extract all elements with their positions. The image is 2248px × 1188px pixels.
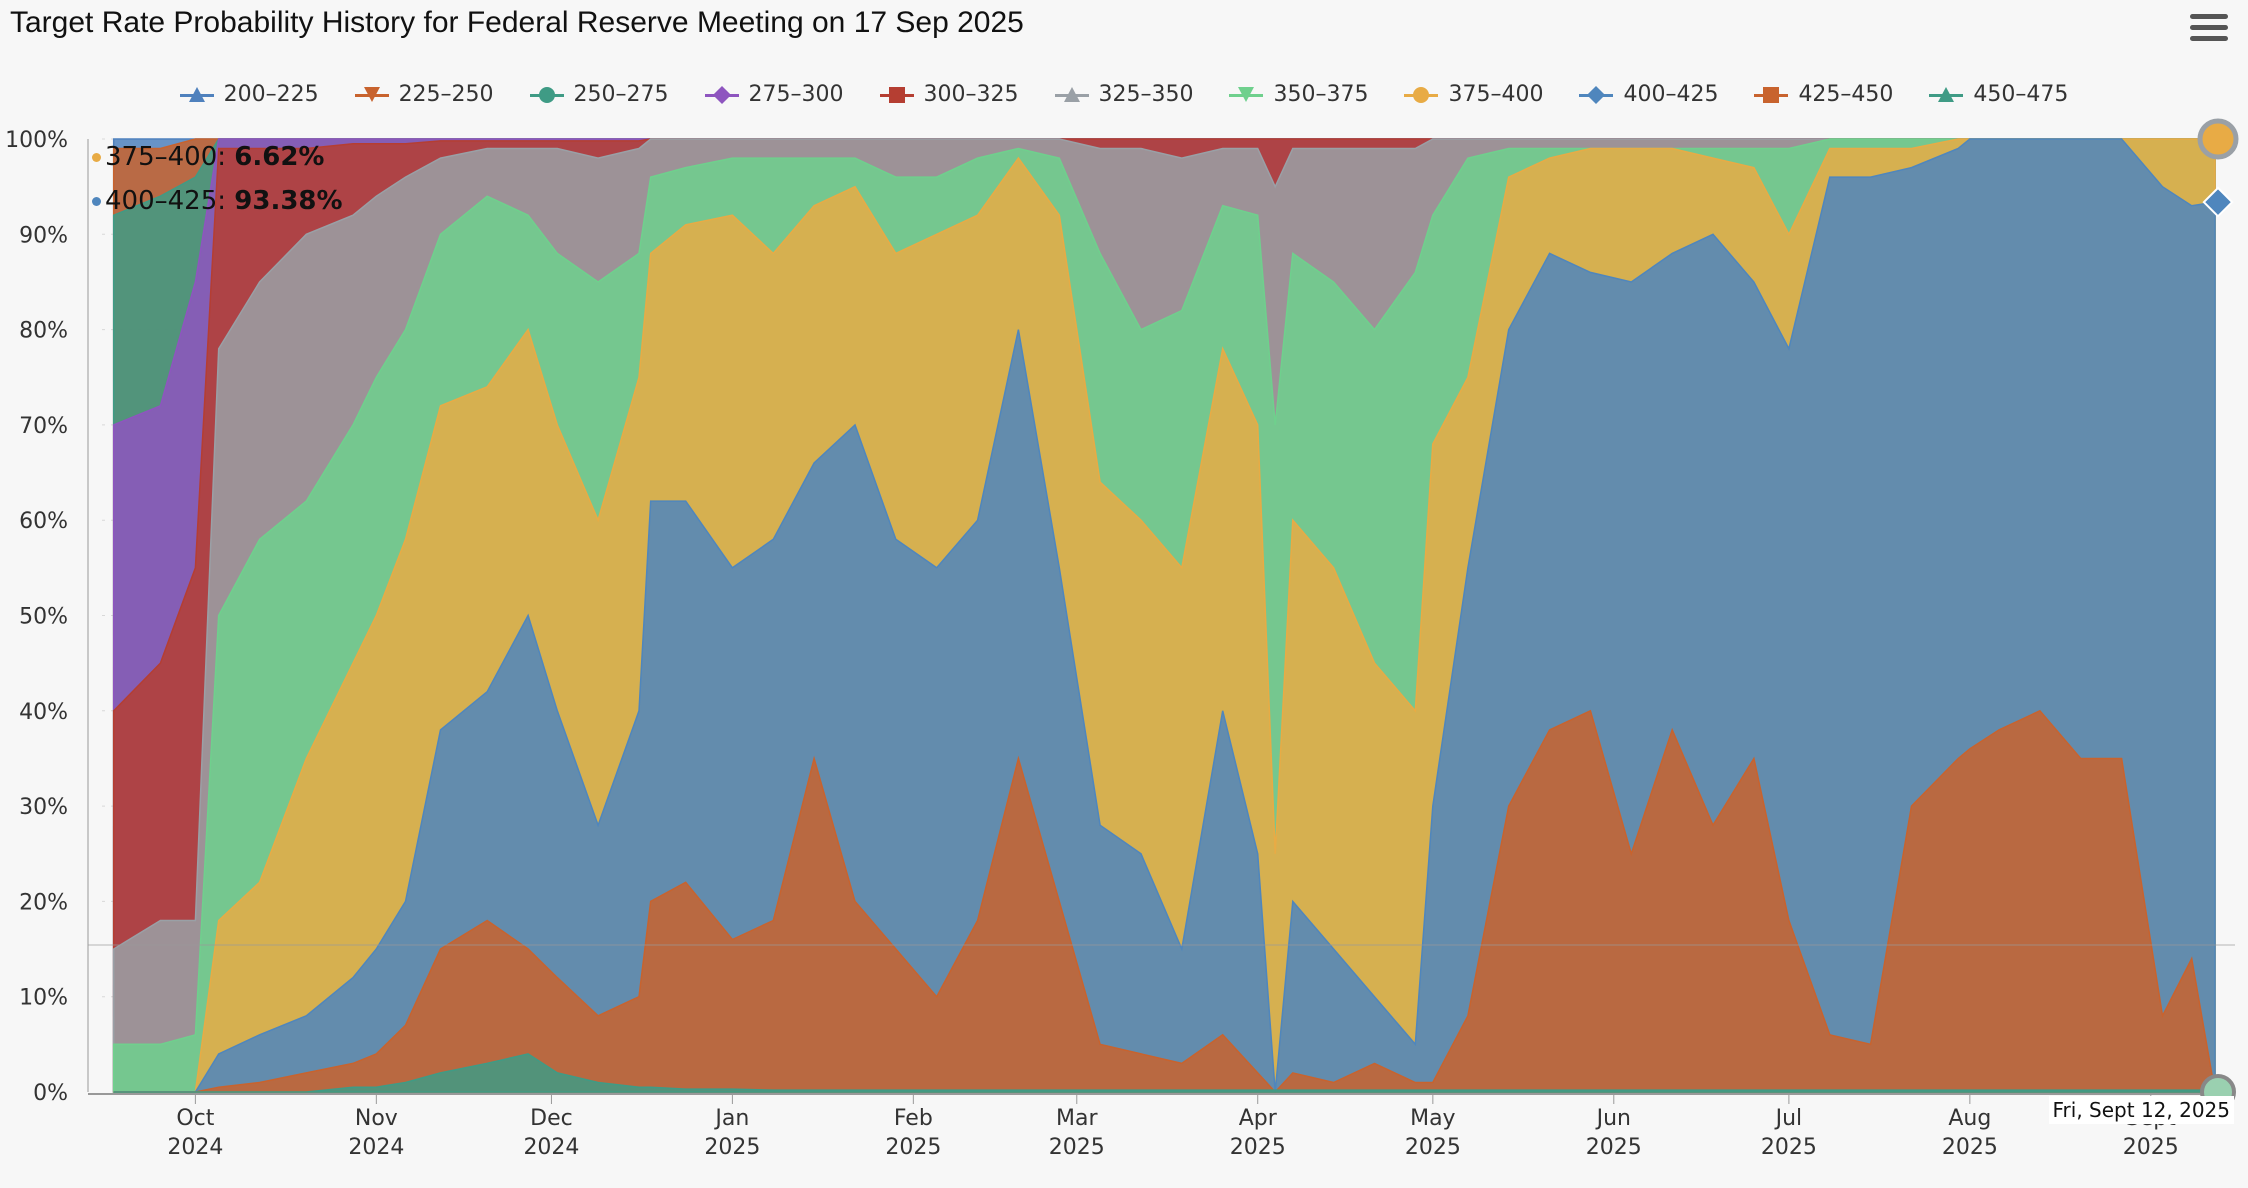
y-tick-label: 0% xyxy=(33,1081,68,1106)
readout-label: 400–425: xyxy=(105,186,235,216)
x-tick-year-label: 2025 xyxy=(1049,1135,1105,1160)
legend-label: 350–375 xyxy=(1273,82,1369,107)
end-marker-400-425 xyxy=(2202,186,2234,218)
x-tick-year-label: 2025 xyxy=(1761,1135,1817,1160)
legend-item-7[interactable]: 375–400 xyxy=(1404,82,1543,107)
x-tick-month-label: Aug xyxy=(1948,1106,1991,1131)
legend-item-1[interactable]: 225–250 xyxy=(354,82,494,107)
y-tick-label: 90% xyxy=(19,223,68,248)
legend-label: 250–275 xyxy=(573,82,669,107)
legend-swatch-icon xyxy=(1579,85,1614,104)
readout-400-425: 400–425: 93.38% xyxy=(92,186,343,216)
y-tick-label: 20% xyxy=(19,890,68,915)
legend-label: 275–300 xyxy=(748,82,844,107)
chart-legend: 200–225 225–250 250–275 275–300 300–325 325–3… xyxy=(0,82,2248,107)
legend-item-8[interactable]: 400–425 xyxy=(1579,82,1718,107)
x-tick-year-label: 2024 xyxy=(348,1135,404,1160)
legend-label: 425–450 xyxy=(1798,82,1894,107)
legend-label: 200–225 xyxy=(223,82,319,107)
legend-label: 300–325 xyxy=(923,82,1019,107)
legend-item-4[interactable]: 300–325 xyxy=(879,82,1019,107)
x-tick-year-label: 2025 xyxy=(1586,1135,1642,1160)
legend-item-9[interactable]: 425–450 xyxy=(1754,82,1893,107)
x-tick-month-label: Jan xyxy=(713,1106,749,1131)
y-tick-label: 100% xyxy=(5,128,68,153)
legend-item-2[interactable]: 250–275 xyxy=(529,82,669,107)
area-series-425–450 xyxy=(113,709,2216,1094)
x-tick-year-label: 2025 xyxy=(1230,1135,1286,1160)
legend-label: 450–475 xyxy=(1973,82,2069,107)
legend-swatch-icon xyxy=(354,86,389,103)
x-tick-month-label: Mar xyxy=(1056,1106,1098,1131)
y-tick-label: 10% xyxy=(19,986,68,1011)
readout-375-400: 375–400: 6.62% xyxy=(92,142,324,172)
x-tick-year-label: 2024 xyxy=(167,1135,223,1160)
area-series-450–475 xyxy=(113,1053,2216,1093)
x-tick-month-label: Jun xyxy=(1595,1106,1631,1131)
legend-swatch-icon xyxy=(704,85,739,104)
x-tick-year-label: 2024 xyxy=(523,1135,579,1160)
y-tick-label: 50% xyxy=(19,605,68,630)
x-tick-year-label: 2025 xyxy=(704,1135,760,1160)
legend-swatch-icon xyxy=(1054,86,1089,103)
x-tick-month-label: May xyxy=(1410,1106,1455,1131)
x-tick-month-label: Nov xyxy=(355,1106,398,1131)
chart-title: Target Rate Probability History for Fede… xyxy=(10,6,1024,39)
legend-label: 400–425 xyxy=(1623,82,1719,107)
legend-swatch-icon xyxy=(1754,86,1789,103)
x-tick-year-label: 2025 xyxy=(885,1135,941,1160)
legend-swatch-icon xyxy=(1929,86,1964,103)
hamburger-menu-icon[interactable] xyxy=(2190,14,2228,46)
legend-swatch-icon xyxy=(1229,86,1264,103)
y-tick-label: 80% xyxy=(19,319,68,344)
legend-item-3[interactable]: 275–300 xyxy=(704,82,844,107)
x-tick-year-label: 2025 xyxy=(1942,1135,1998,1160)
legend-item-6[interactable]: 350–375 xyxy=(1229,82,1368,107)
legend-label: 225–250 xyxy=(398,82,494,107)
y-tick-label: 60% xyxy=(19,509,68,534)
x-tick-year-label: 2025 xyxy=(1405,1135,1461,1160)
legend-swatch-icon xyxy=(879,86,914,103)
tooltip-date: Fri, Sept 12, 2025 xyxy=(2048,1096,2234,1124)
legend-swatch-icon xyxy=(179,86,214,103)
readout-label: 375–400: xyxy=(105,142,235,172)
readout-dot xyxy=(92,153,101,162)
y-tick-label: 30% xyxy=(19,795,68,820)
legend-swatch-icon xyxy=(529,86,564,103)
legend-label: 375–400 xyxy=(1448,82,1544,107)
readout-value: 6.62% xyxy=(234,142,325,172)
legend-label: 325–350 xyxy=(1098,82,1194,107)
x-tick-month-label: Dec xyxy=(530,1106,573,1131)
y-tick-label: 70% xyxy=(19,414,68,439)
legend-item-10[interactable]: 450–475 xyxy=(1929,82,2068,107)
readout-dot xyxy=(92,197,101,206)
legend-item-0[interactable]: 200–225 xyxy=(179,82,319,107)
x-tick-year-label: 2025 xyxy=(2123,1135,2179,1160)
y-tick-label: 40% xyxy=(19,700,68,725)
end-marker-375-400 xyxy=(2197,118,2239,160)
x-tick-month-label: Oct xyxy=(176,1106,214,1131)
legend-item-5[interactable]: 325–350 xyxy=(1054,82,1194,107)
legend-swatch-icon xyxy=(1404,86,1439,103)
x-tick-month-label: Apr xyxy=(1239,1106,1278,1131)
readout-value: 93.38% xyxy=(234,186,343,216)
x-tick-month-label: Jul xyxy=(1774,1106,1803,1131)
x-tick-month-label: Feb xyxy=(894,1106,933,1131)
